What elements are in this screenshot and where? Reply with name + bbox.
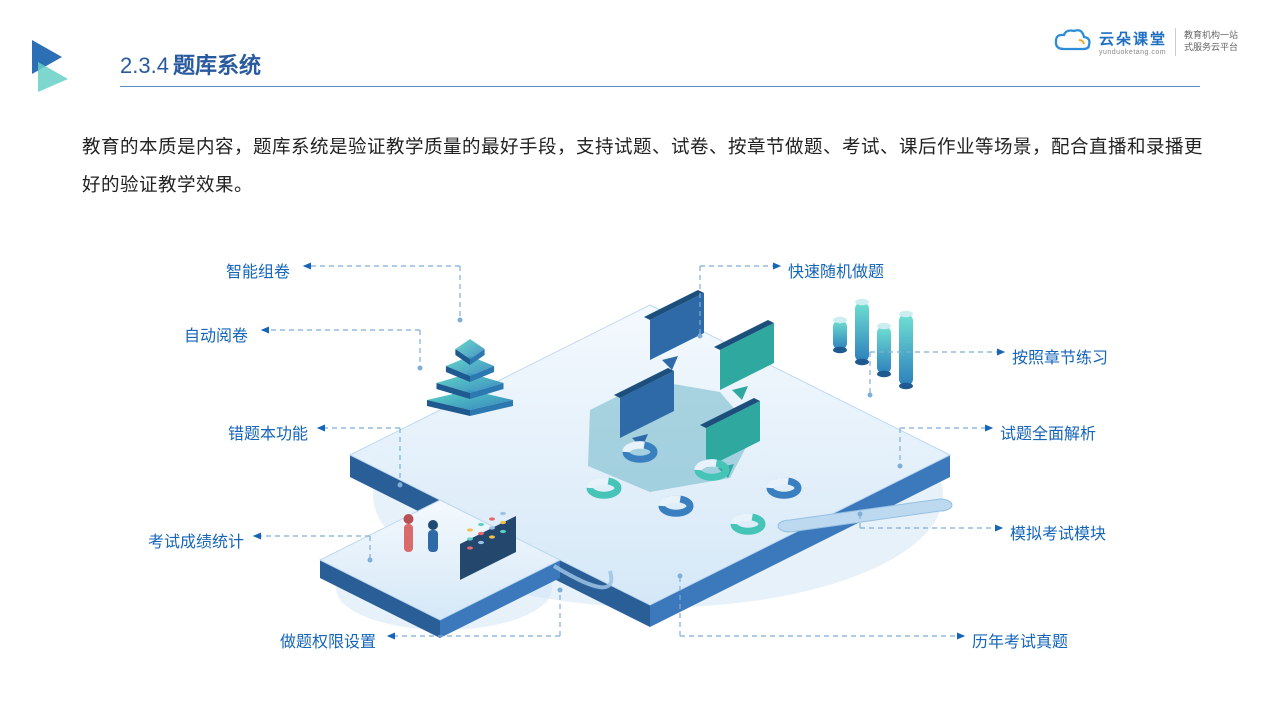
feature-label-left-1: 自动阅卷 (184, 322, 248, 346)
header-underline (120, 86, 1200, 87)
cloud-icon (1053, 29, 1091, 55)
feature-label-left-4: 做题权限设置 (280, 628, 376, 652)
slide-description: 教育的本质是内容，题库系统是验证教学质量的最好手段，支持试题、试卷、按章节做题、… (82, 128, 1210, 204)
feature-label-right-1: 按照章节练习 (1012, 344, 1108, 368)
feature-label-right-4: 历年考试真题 (972, 628, 1068, 652)
diagram-canvas (0, 220, 1280, 700)
feature-label-right-3: 模拟考试模块 (1010, 520, 1106, 544)
section-title: 题库系统 (173, 48, 261, 80)
feature-diagram: 智能组卷自动阅卷错题本功能考试成绩统计做题权限设置 快速随机做题按照章节练习试题全… (0, 220, 1280, 700)
slide-accent-icon (32, 40, 76, 97)
brand-tagline: 教育机构一站 式服务云平台 (1184, 30, 1238, 53)
section-number: 2.3.4 (120, 53, 169, 79)
brand-name-cn: 云朵课堂 (1099, 28, 1167, 49)
feature-label-right-2: 试题全面解析 (1000, 420, 1096, 444)
feature-label-right-0: 快速随机做题 (788, 258, 884, 282)
brand-text: 云朵课堂 yunduoketang.com (1099, 28, 1167, 56)
logo-divider (1175, 28, 1176, 56)
feature-label-left-2: 错题本功能 (228, 420, 308, 444)
slide-header: 2.3.4 题库系统 (120, 48, 1200, 87)
feature-label-left-3: 考试成绩统计 (148, 528, 244, 552)
brand-name-en: yunduoketang.com (1099, 49, 1167, 56)
feature-label-left-0: 智能组卷 (226, 258, 290, 282)
brand-logo: 云朵课堂 yunduoketang.com 教育机构一站 式服务云平台 (1053, 28, 1238, 56)
